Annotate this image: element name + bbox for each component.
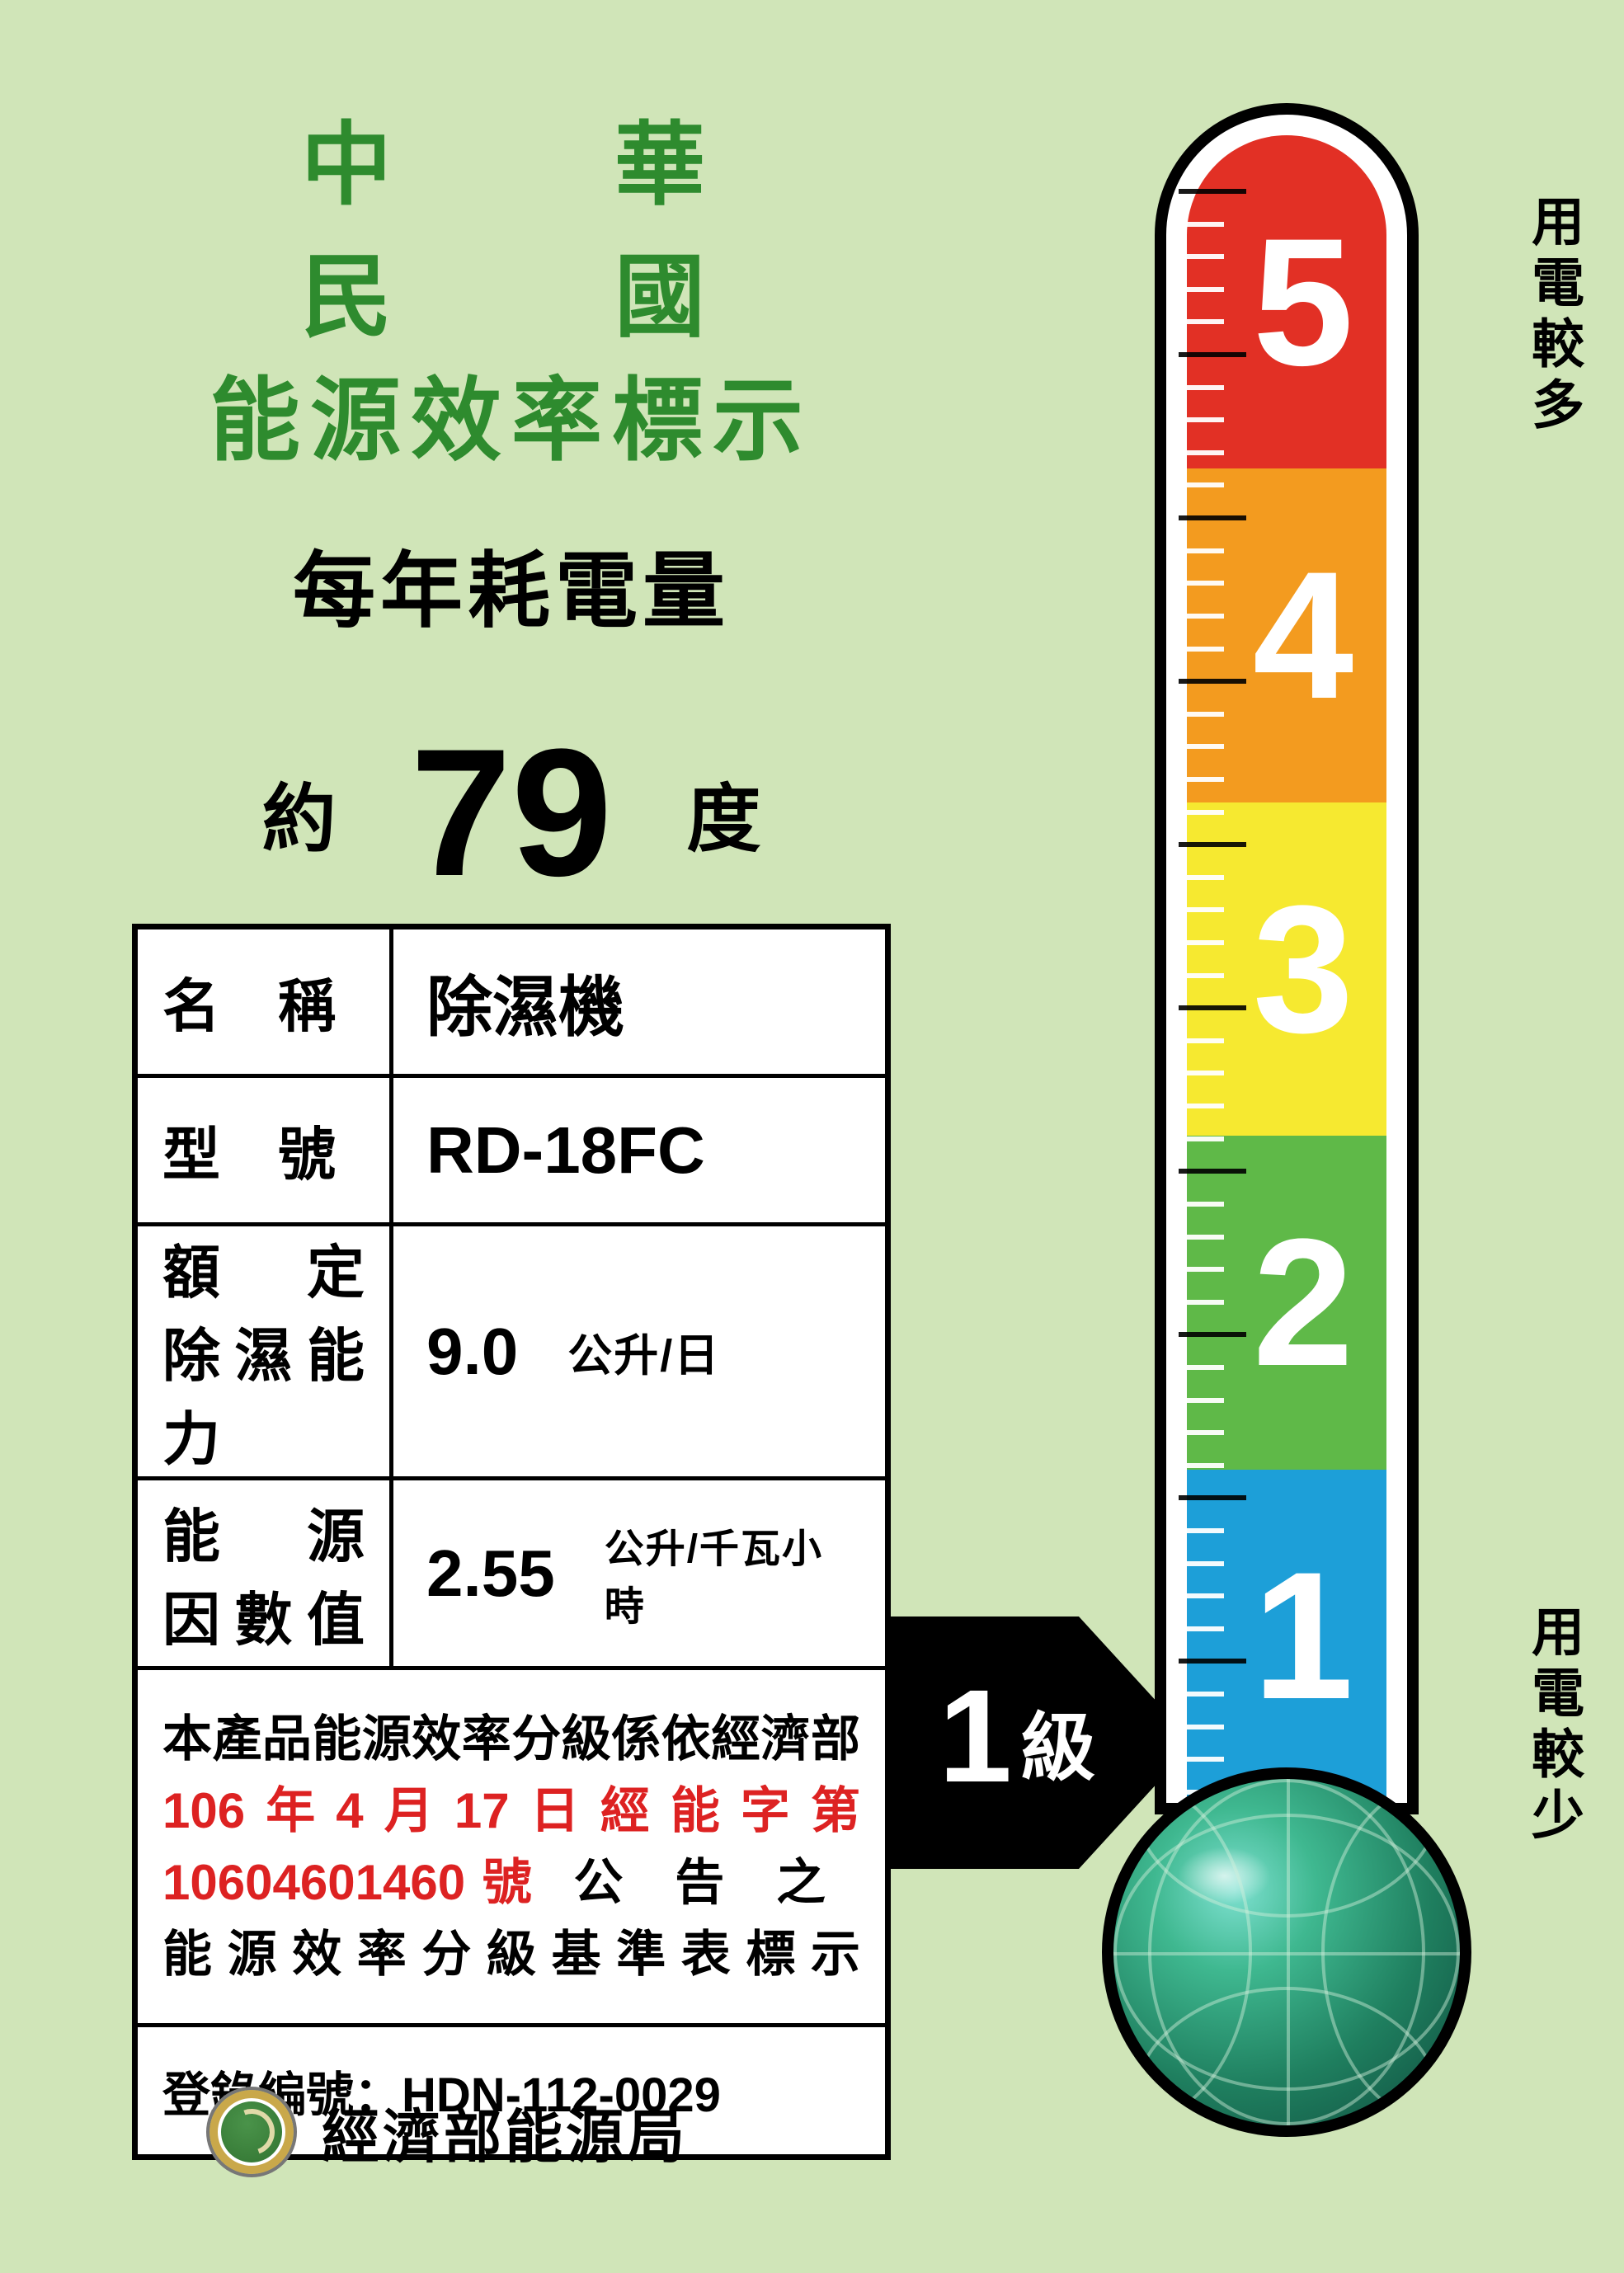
side-label-less: 用電較少 (1516, 1604, 1592, 1848)
spec-label-capacity: 額 定 除濕能力 (138, 1226, 393, 1476)
spec-table: 名 稱 除濕機 型 號 RD-18FC 額 定 除濕能力 9.0 公升/日 能 … (132, 924, 891, 2160)
authority-name: 經濟部能源局 (322, 2091, 688, 2174)
spec-value-name: 除濕機 (393, 929, 885, 1074)
spec-value: 9.0 (426, 1314, 518, 1390)
spec-value-capacity: 9.0 公升/日 (393, 1226, 885, 1476)
spec-label-name: 名 稱 (138, 929, 393, 1074)
reg-line: 公告之 (549, 1855, 860, 1910)
table-row: 額 定 除濕能力 9.0 公升/日 (138, 1226, 885, 1480)
thermometer-tube: 5 4 3 2 1 (1155, 103, 1419, 1814)
spec-label-line: 除濕能力 (162, 1310, 365, 1476)
spec-label-line: 能 源 (162, 1490, 365, 1574)
title-line-2: 能源效率標示 (132, 346, 891, 478)
thermometer-ticks (1179, 189, 1253, 1795)
thermometer-bulb-globe (1102, 1767, 1471, 2137)
annual-consumption-label: 每年耗電量 (132, 524, 891, 643)
consumption-row: 約 79 度 (132, 722, 891, 903)
regulation-text: 本產品能源效率分級係依經濟部 106年4月17日經能字第 10604601460… (162, 1703, 860, 1990)
badge-number: 1 (939, 1662, 1012, 1809)
approx-label: 約 (262, 759, 337, 866)
spec-footer: 本產品能源效率分級係依經濟部 106年4月17日經能字第 10604601460… (138, 1670, 885, 2027)
consumption-value: 79 (411, 722, 613, 903)
reg-line-red: 10604601460號 (162, 1855, 549, 1910)
table-row: 能 源 因數值 2.55 公升/千瓦小時 (138, 1480, 885, 1670)
spec-label-model: 型 號 (138, 1078, 393, 1222)
side-label-more: 用電較多 (1516, 194, 1592, 438)
authority-footer: 經濟部能源局 (206, 2087, 688, 2177)
table-row: 名 稱 除濕機 (138, 929, 885, 1078)
spec-value-model: RD-18FC (393, 1078, 885, 1222)
spec-label-line: 因數值 (162, 1574, 365, 1657)
spec-value: 除濕機 (426, 954, 624, 1050)
reg-line: 能源效率分級基準表標示 (162, 1927, 860, 1982)
spec-unit: 公升/日 (567, 1319, 720, 1384)
table-row: 型 號 RD-18FC (138, 1078, 885, 1226)
spec-value-ef: 2.55 公升/千瓦小時 (393, 1480, 885, 1666)
spec-value: 2.55 (426, 1536, 555, 1612)
globe-grid-icon (1113, 1779, 1460, 2125)
spec-unit: 公升/千瓦小時 (605, 1516, 852, 1631)
spec-value: RD-18FC (426, 1113, 705, 1188)
spec-label-ef: 能 源 因數值 (138, 1480, 393, 1666)
spec-label-line: 額 定 (162, 1226, 365, 1310)
thermometer: 用電較多 用電較少 5 4 3 2 1 (1064, 103, 1501, 2140)
reg-line-red: 106年4月17日經能字第 (162, 1783, 860, 1838)
energy-bureau-logo-icon (206, 2087, 297, 2177)
consumption-unit: 度 (686, 759, 760, 866)
reg-line: 本產品能源效率分級係依經濟部 (162, 1711, 860, 1767)
title-line-1: 中 華 民 國 (132, 91, 891, 355)
header-block: 中 華 民 國 能源效率標示 每年耗電量 約 79 度 本產品能源效率為第1級 (132, 91, 891, 1045)
